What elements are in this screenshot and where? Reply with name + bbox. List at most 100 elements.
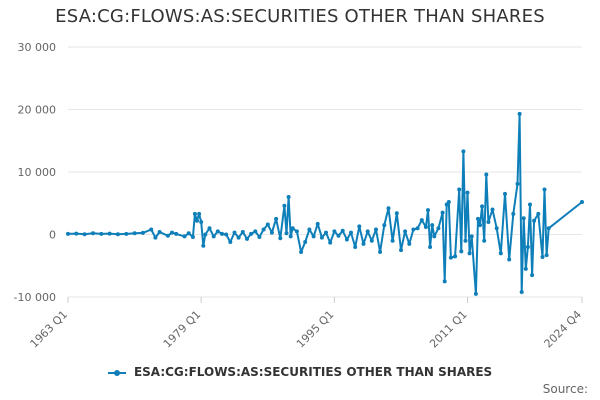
data-point[interactable]	[536, 211, 541, 216]
data-point[interactable]	[197, 211, 202, 216]
data-point[interactable]	[174, 231, 179, 236]
data-point[interactable]	[461, 149, 466, 154]
data-point[interactable]	[365, 229, 370, 234]
data-point[interactable]	[442, 279, 447, 284]
data-point[interactable]	[484, 172, 489, 177]
data-point[interactable]	[228, 240, 233, 244]
data-point[interactable]	[357, 224, 362, 229]
data-point[interactable]	[463, 238, 468, 243]
data-point[interactable]	[515, 181, 520, 186]
data-point[interactable]	[394, 211, 399, 216]
data-point[interactable]	[476, 216, 480, 221]
data-point[interactable]	[407, 241, 412, 246]
data-point[interactable]	[482, 238, 487, 243]
data-point[interactable]	[91, 231, 95, 236]
data-point[interactable]	[140, 230, 145, 235]
data-point[interactable]	[245, 236, 249, 241]
data-point[interactable]	[265, 222, 270, 227]
data-point[interactable]	[446, 200, 451, 204]
data-point[interactable]	[165, 233, 170, 238]
data-point[interactable]	[211, 234, 216, 239]
data-point[interactable]	[353, 245, 358, 249]
data-point[interactable]	[303, 240, 308, 244]
data-point[interactable]	[378, 250, 383, 254]
data-point[interactable]	[149, 227, 154, 232]
data-point[interactable]	[459, 249, 464, 254]
data-point[interactable]	[269, 230, 274, 235]
data-point[interactable]	[253, 229, 258, 234]
data-point[interactable]	[540, 255, 545, 259]
data-point[interactable]	[453, 254, 458, 259]
data-point[interactable]	[457, 187, 462, 192]
data-point[interactable]	[415, 226, 420, 231]
data-point[interactable]	[411, 227, 416, 232]
data-point[interactable]	[390, 238, 395, 243]
data-point[interactable]	[311, 234, 316, 239]
data-point[interactable]	[124, 231, 129, 236]
data-point[interactable]	[315, 221, 320, 226]
data-point[interactable]	[386, 206, 391, 211]
data-point[interactable]	[132, 231, 137, 236]
data-point[interactable]	[307, 227, 312, 232]
data-point[interactable]	[257, 235, 262, 239]
data-point[interactable]	[299, 250, 304, 254]
data-point[interactable]	[344, 237, 349, 242]
data-point[interactable]	[580, 200, 584, 204]
data-point[interactable]	[423, 225, 428, 229]
data-point[interactable]	[369, 238, 374, 243]
data-point[interactable]	[336, 233, 341, 238]
data-point[interactable]	[403, 229, 408, 234]
data-point[interactable]	[240, 230, 245, 234]
data-point[interactable]	[284, 231, 289, 236]
data-point[interactable]	[473, 291, 478, 296]
data-point[interactable]	[195, 218, 199, 223]
data-point[interactable]	[432, 234, 437, 239]
data-point[interactable]	[428, 245, 433, 249]
data-point[interactable]	[82, 232, 87, 237]
data-point[interactable]	[361, 241, 366, 246]
data-point[interactable]	[232, 230, 237, 235]
data-point[interactable]	[192, 211, 197, 216]
data-point[interactable]	[430, 223, 435, 228]
data-point[interactable]	[528, 202, 532, 207]
data-point[interactable]	[546, 226, 551, 231]
data-point[interactable]	[511, 211, 516, 216]
data-point[interactable]	[99, 231, 104, 236]
data-point[interactable]	[66, 231, 70, 236]
data-point[interactable]	[220, 231, 224, 236]
data-point[interactable]	[349, 230, 353, 235]
data-point[interactable]	[324, 230, 328, 235]
data-point[interactable]	[278, 236, 283, 241]
data-point[interactable]	[374, 227, 378, 232]
data-point[interactable]	[182, 234, 187, 239]
data-point[interactable]	[170, 230, 174, 235]
data-point[interactable]	[521, 216, 526, 221]
data-point[interactable]	[107, 231, 112, 236]
data-point[interactable]	[382, 223, 387, 228]
data-point[interactable]	[467, 251, 472, 256]
data-point[interactable]	[153, 235, 158, 240]
data-point[interactable]	[436, 226, 441, 231]
data-point[interactable]	[224, 232, 229, 237]
data-point[interactable]	[542, 187, 547, 192]
legend[interactable]: ESA:CG:FLOWS:AS:SECURITIES OTHER THAN SH…	[0, 365, 600, 379]
data-point[interactable]	[519, 290, 524, 294]
data-point[interactable]	[503, 191, 507, 196]
data-point[interactable]	[332, 229, 337, 234]
data-point[interactable]	[328, 240, 333, 245]
data-point[interactable]	[282, 203, 287, 208]
data-point[interactable]	[399, 248, 403, 253]
data-point[interactable]	[465, 190, 470, 195]
data-point[interactable]	[215, 229, 220, 234]
credits-label[interactable]: Source:	[542, 382, 588, 396]
data-point[interactable]	[494, 226, 499, 231]
data-point[interactable]	[530, 273, 535, 278]
data-point[interactable]	[498, 251, 503, 256]
data-point[interactable]	[186, 231, 191, 236]
data-point[interactable]	[440, 210, 445, 215]
data-point[interactable]	[288, 234, 293, 239]
data-point[interactable]	[480, 204, 485, 209]
data-point[interactable]	[286, 195, 291, 199]
data-point[interactable]	[290, 226, 295, 231]
data-point[interactable]	[319, 235, 324, 240]
